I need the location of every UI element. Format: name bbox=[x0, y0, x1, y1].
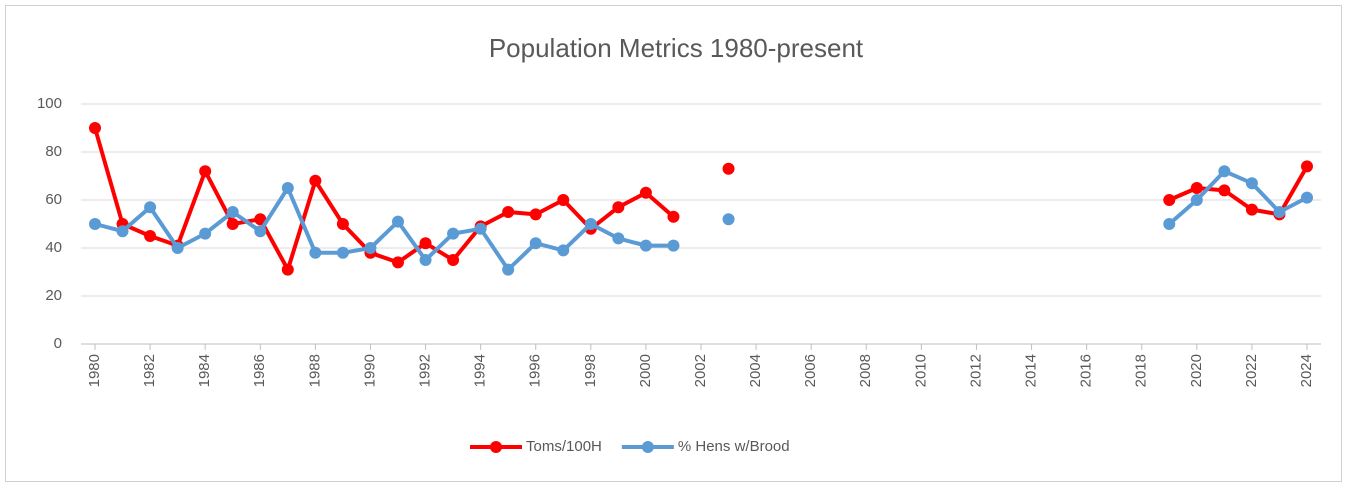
point bbox=[1218, 184, 1231, 197]
point bbox=[226, 218, 239, 230]
point bbox=[447, 254, 460, 266]
point bbox=[529, 208, 542, 221]
legend-marker bbox=[490, 441, 502, 453]
point bbox=[364, 242, 377, 254]
x-tick-label: 2014 bbox=[1023, 354, 1040, 387]
point bbox=[1163, 194, 1176, 206]
point bbox=[199, 227, 212, 240]
point bbox=[254, 225, 267, 238]
point bbox=[1163, 218, 1176, 230]
x-tick-label: 1990 bbox=[361, 354, 378, 387]
legend-label: % Hens w/Brood bbox=[678, 438, 790, 455]
x-tick-label: 2004 bbox=[747, 354, 764, 387]
point bbox=[1273, 206, 1286, 218]
x-tick-label: 2022 bbox=[1243, 354, 1260, 387]
point bbox=[89, 122, 101, 134]
point bbox=[667, 210, 680, 223]
point bbox=[336, 218, 349, 230]
point bbox=[254, 213, 267, 226]
point bbox=[1190, 194, 1203, 206]
x-tick-label: 1992 bbox=[417, 354, 434, 387]
point bbox=[226, 206, 239, 218]
x-tick-label: 2008 bbox=[857, 354, 874, 387]
point bbox=[1245, 203, 1258, 216]
point bbox=[722, 213, 735, 226]
x-tick-label: 1984 bbox=[196, 354, 213, 387]
point bbox=[199, 165, 212, 178]
x-tick-label: 2018 bbox=[1133, 354, 1150, 387]
point bbox=[474, 222, 487, 235]
point bbox=[309, 174, 322, 187]
point bbox=[281, 263, 294, 276]
legend-marker bbox=[641, 441, 654, 453]
x-tick-label: 2010 bbox=[912, 354, 929, 387]
point bbox=[116, 225, 129, 238]
point bbox=[612, 201, 625, 214]
point bbox=[171, 242, 184, 254]
x-tick-label: 1980 bbox=[86, 354, 103, 387]
point bbox=[667, 239, 680, 252]
point bbox=[612, 232, 625, 245]
point bbox=[336, 246, 349, 259]
x-tick-label: 1996 bbox=[527, 354, 544, 387]
point bbox=[1190, 182, 1203, 194]
point bbox=[1301, 160, 1313, 173]
x-tick-label: 1986 bbox=[251, 354, 268, 387]
x-tick-label: 1994 bbox=[472, 354, 489, 387]
x-tick-label: 1988 bbox=[306, 354, 323, 387]
point bbox=[144, 230, 157, 242]
x-tick-label: 2006 bbox=[802, 354, 819, 387]
y-tick-label: 60 bbox=[45, 191, 62, 208]
x-tick-label: 2016 bbox=[1078, 354, 1095, 387]
point bbox=[419, 237, 432, 250]
x-tick-label: 2002 bbox=[692, 354, 709, 387]
y-tick-label: 40 bbox=[45, 239, 62, 256]
x-tick-label: 1982 bbox=[141, 354, 158, 387]
point bbox=[392, 256, 404, 269]
point bbox=[722, 162, 735, 175]
y-tick-label: 0 bbox=[54, 335, 62, 352]
point bbox=[392, 215, 404, 228]
point bbox=[584, 218, 597, 230]
point bbox=[502, 206, 515, 218]
point bbox=[144, 201, 157, 214]
y-tick-label: 20 bbox=[45, 287, 62, 304]
x-tick-label: 2024 bbox=[1298, 354, 1315, 387]
point bbox=[502, 263, 515, 276]
legend-label: Toms/100H bbox=[526, 438, 602, 455]
point bbox=[281, 182, 294, 194]
point bbox=[639, 239, 652, 252]
point bbox=[419, 254, 432, 266]
point bbox=[309, 246, 322, 259]
point bbox=[557, 244, 570, 257]
x-tick-label: 2012 bbox=[967, 354, 984, 387]
x-tick-label: 2000 bbox=[637, 354, 654, 387]
y-tick-label: 100 bbox=[37, 95, 62, 112]
point bbox=[529, 237, 542, 250]
point bbox=[1301, 191, 1313, 204]
point bbox=[447, 227, 460, 240]
x-tick-label: 2020 bbox=[1188, 354, 1205, 387]
x-tick-label: 1998 bbox=[582, 354, 599, 387]
point bbox=[1218, 165, 1231, 178]
chart-title: Population Metrics 1980-present bbox=[489, 33, 864, 63]
point bbox=[639, 186, 652, 199]
point bbox=[1245, 177, 1258, 190]
point bbox=[557, 194, 570, 206]
point bbox=[89, 218, 101, 230]
y-tick-label: 80 bbox=[45, 143, 62, 160]
